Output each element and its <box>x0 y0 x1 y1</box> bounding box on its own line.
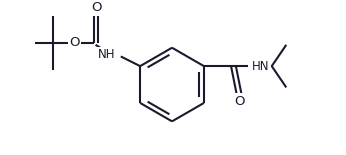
Text: O: O <box>91 2 101 14</box>
Text: O: O <box>69 36 80 49</box>
Text: O: O <box>234 95 245 108</box>
Text: HN: HN <box>252 60 270 73</box>
Text: NH: NH <box>98 48 115 61</box>
